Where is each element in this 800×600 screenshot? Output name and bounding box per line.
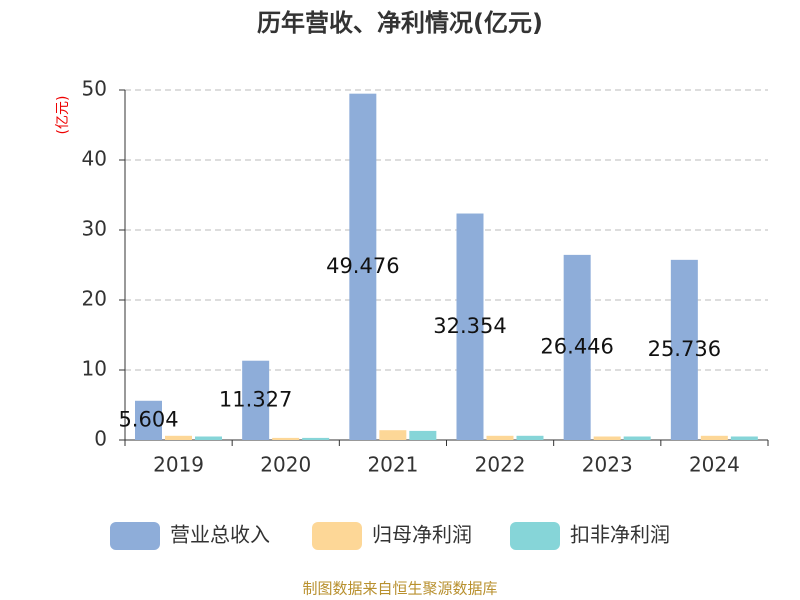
x-tick-label: 2024 xyxy=(689,453,740,477)
legend-swatch xyxy=(110,522,160,550)
source-note: 制图数据来自恒生聚源数据库 xyxy=(302,580,497,598)
x-tick-label: 2019 xyxy=(153,453,204,477)
legend-label: 营业总收入 xyxy=(170,523,270,547)
bar xyxy=(165,435,192,440)
bar xyxy=(242,360,270,440)
bar xyxy=(456,213,484,440)
bar xyxy=(302,437,330,440)
data-label: 49.476 xyxy=(326,254,399,278)
bar xyxy=(563,254,591,440)
bar xyxy=(516,435,544,440)
bar xyxy=(670,259,698,440)
y-tick-label: 0 xyxy=(94,427,107,451)
legend-label: 扣非净利润 xyxy=(570,523,670,547)
bar xyxy=(349,93,377,440)
y-axis-label: (亿元) xyxy=(55,96,71,135)
bar xyxy=(700,435,728,440)
bar xyxy=(135,400,162,440)
data-label: 32.354 xyxy=(433,314,506,338)
x-tick-label: 2021 xyxy=(367,453,418,477)
bar xyxy=(623,436,651,440)
chart-title: 历年营收、净利情况(亿元) xyxy=(257,9,543,37)
x-tick-label: 2022 xyxy=(475,453,526,477)
y-tick-label: 40 xyxy=(82,147,107,171)
legend-swatch xyxy=(510,522,560,550)
legend-label: 归母净利润 xyxy=(372,523,472,547)
bar xyxy=(272,437,300,440)
bar xyxy=(379,430,407,440)
y-tick-label: 30 xyxy=(82,217,107,241)
y-tick-label: 10 xyxy=(82,357,107,381)
bar xyxy=(593,436,621,440)
data-label: 5.604 xyxy=(118,407,178,431)
x-tick-label: 2023 xyxy=(582,453,633,477)
bar xyxy=(730,436,758,440)
x-tick-label: 2020 xyxy=(260,453,311,477)
bar xyxy=(486,435,514,440)
legend-swatch xyxy=(312,522,362,550)
data-label: 26.446 xyxy=(540,334,613,358)
data-label: 11.327 xyxy=(219,387,292,411)
y-tick-label: 50 xyxy=(82,77,107,101)
bar xyxy=(195,436,222,440)
data-label: 25.736 xyxy=(648,337,721,361)
y-tick-label: 20 xyxy=(82,287,107,311)
bar xyxy=(409,430,437,440)
